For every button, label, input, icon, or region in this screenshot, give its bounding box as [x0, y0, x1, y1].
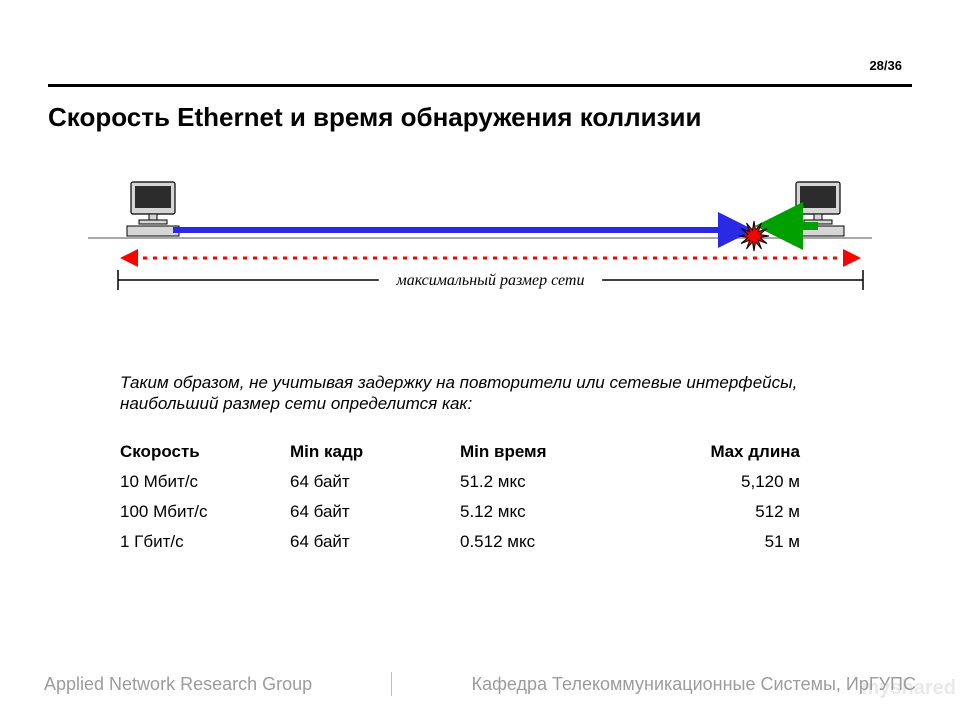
table-cell: 0.512 мкс: [460, 532, 660, 552]
page-number: 28/36: [869, 58, 902, 73]
footer-left: Applied Network Research Group: [44, 674, 312, 695]
table-cell: 100 Мбит/с: [120, 502, 290, 522]
table-cell: 10 Мбит/с: [120, 472, 290, 492]
body-paragraph: Таким образом, не учитывая задержку на п…: [120, 372, 900, 415]
table-cell: 512 м: [660, 502, 800, 522]
footer: Applied Network Research Group Кафедра Т…: [0, 670, 960, 698]
speed-table: СкоростьMin кадрMin времяMax длина 10 Мби…: [120, 442, 800, 562]
svg-text:максимальный размер сети: максимальный размер сети: [396, 272, 585, 289]
table-header-cell: Min кадр: [290, 442, 460, 462]
table-cell: 64 байт: [290, 532, 460, 552]
table-header-cell: Скорость: [120, 442, 290, 462]
table-cell: 5.12 мкс: [460, 502, 660, 522]
table-cell: 64 байт: [290, 502, 460, 522]
table-header-cell: Max длина: [660, 442, 800, 462]
table-row: 1 Гбит/с64 байт0.512 мкс51 м: [120, 532, 800, 552]
table-row: 100 Мбит/с64 байт5.12 мкс512 м: [120, 502, 800, 522]
ethernet-collision-diagram: максимальный размер сети: [48, 178, 912, 318]
table-cell: 64 байт: [290, 472, 460, 492]
table-row: 10 Мбит/с64 байт51.2 мкс5,120 м: [120, 472, 800, 492]
horizontal-rule: [48, 84, 912, 87]
table-header-cell: Min время: [460, 442, 660, 462]
footer-divider: [391, 672, 392, 696]
table-cell: 51.2 мкс: [460, 472, 660, 492]
slide-page: 28/36 Скорость Ethernet и время обнаруже…: [0, 0, 960, 720]
slide-title: Скорость Ethernet и время обнаружения ко…: [48, 102, 702, 133]
footer-right: Кафедра Телекоммуникационные Системы, Ир…: [472, 674, 916, 695]
table-cell: 5,120 м: [660, 472, 800, 492]
table-header-row: СкоростьMin кадрMin времяMax длина: [120, 442, 800, 462]
table-cell: 51 м: [660, 532, 800, 552]
table-cell: 1 Гбит/с: [120, 532, 290, 552]
